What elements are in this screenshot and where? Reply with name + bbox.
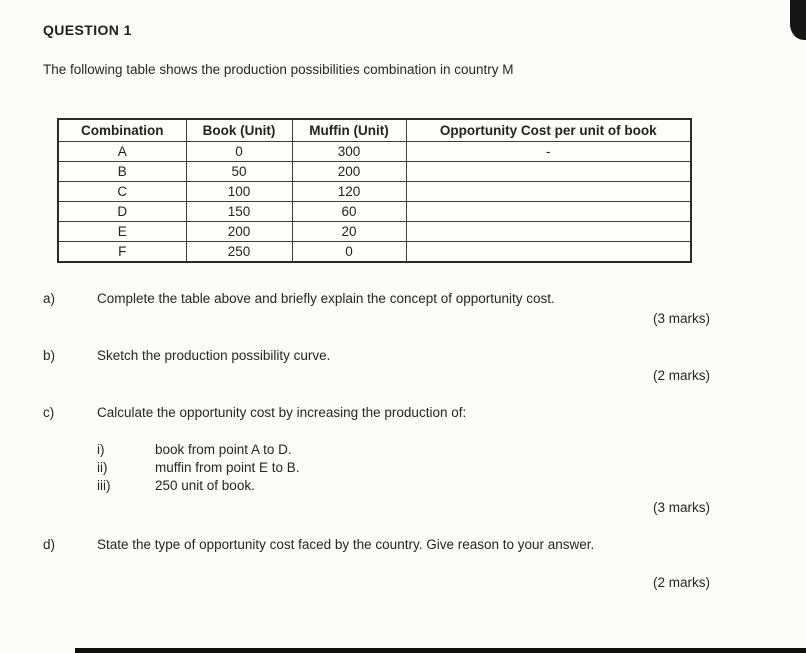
table-row: B 50 200 [57, 161, 692, 182]
cell-muffin: 0 [291, 241, 407, 263]
cell-opportunity-cost [405, 181, 692, 202]
table-row: E 200 20 [57, 221, 692, 242]
cell-combination: A [57, 141, 187, 162]
question-title: QUESTION 1 [43, 22, 132, 38]
question-a-marks: (3 marks) [653, 311, 710, 326]
scan-corner-artifact [790, 0, 806, 40]
cell-muffin: 120 [291, 181, 407, 202]
question-c-item-iii-text: 250 unit of book. [155, 478, 255, 493]
cell-combination: F [57, 241, 187, 263]
cell-combination: B [57, 161, 187, 182]
question-b-label: b) [43, 348, 56, 363]
cell-muffin: 300 [291, 141, 407, 162]
cell-book: 100 [185, 181, 293, 202]
cell-muffin: 20 [291, 221, 407, 242]
cell-opportunity-cost: - [405, 141, 692, 162]
question-c-text: Calculate the opportunity cost by increa… [97, 405, 467, 420]
cell-opportunity-cost [405, 161, 692, 182]
table-header-row: Combination Book (Unit) Muffin (Unit) Op… [57, 118, 692, 142]
cell-combination: C [57, 181, 187, 202]
scan-bottom-edge-artifact [75, 648, 806, 653]
cell-book: 150 [185, 201, 293, 222]
question-b-marks: (2 marks) [653, 368, 710, 383]
table-row: A 0 300 - [57, 141, 692, 162]
cell-opportunity-cost [405, 221, 692, 242]
question-a-text: Complete the table above and briefly exp… [97, 291, 555, 306]
question-c-marks: (3 marks) [653, 500, 710, 515]
cell-opportunity-cost [405, 241, 692, 263]
question-c-label: c) [43, 405, 55, 420]
table-row: D 150 60 [57, 201, 692, 222]
cell-book: 50 [185, 161, 293, 182]
cell-book: 0 [185, 141, 293, 162]
question-b-text: Sketch the production possibility curve. [97, 348, 331, 363]
question-d-text: State the type of opportunity cost faced… [97, 537, 595, 552]
table-row: C 100 120 [57, 181, 692, 202]
cell-book: 200 [185, 221, 293, 242]
question-d-label: d) [43, 537, 56, 552]
question-c-item-iii-label: iii) [97, 478, 111, 493]
question-a-label: a) [43, 291, 56, 306]
cell-opportunity-cost [405, 201, 692, 222]
cell-combination: E [57, 221, 187, 242]
header-opportunity-cost: Opportunity Cost per unit of book [405, 118, 692, 142]
question-c-item-ii-text: muffin from point E to B. [155, 460, 300, 475]
cell-muffin: 60 [291, 201, 407, 222]
table-row: F 250 0 [57, 241, 692, 263]
production-possibilities-table: Combination Book (Unit) Muffin (Unit) Op… [57, 118, 692, 263]
cell-muffin: 200 [291, 161, 407, 182]
question-c-item-i-text: book from point A to D. [155, 442, 292, 457]
header-combination: Combination [57, 118, 187, 142]
intro-text: The following table shows the production… [43, 62, 514, 77]
cell-combination: D [57, 201, 187, 222]
header-book-unit: Book (Unit) [185, 118, 293, 142]
question-c-item-i-label: i) [97, 442, 105, 457]
question-d-marks: (2 marks) [653, 575, 710, 590]
question-c-item-ii-label: ii) [97, 460, 108, 475]
header-muffin-unit: Muffin (Unit) [291, 118, 407, 142]
cell-book: 250 [185, 241, 293, 263]
